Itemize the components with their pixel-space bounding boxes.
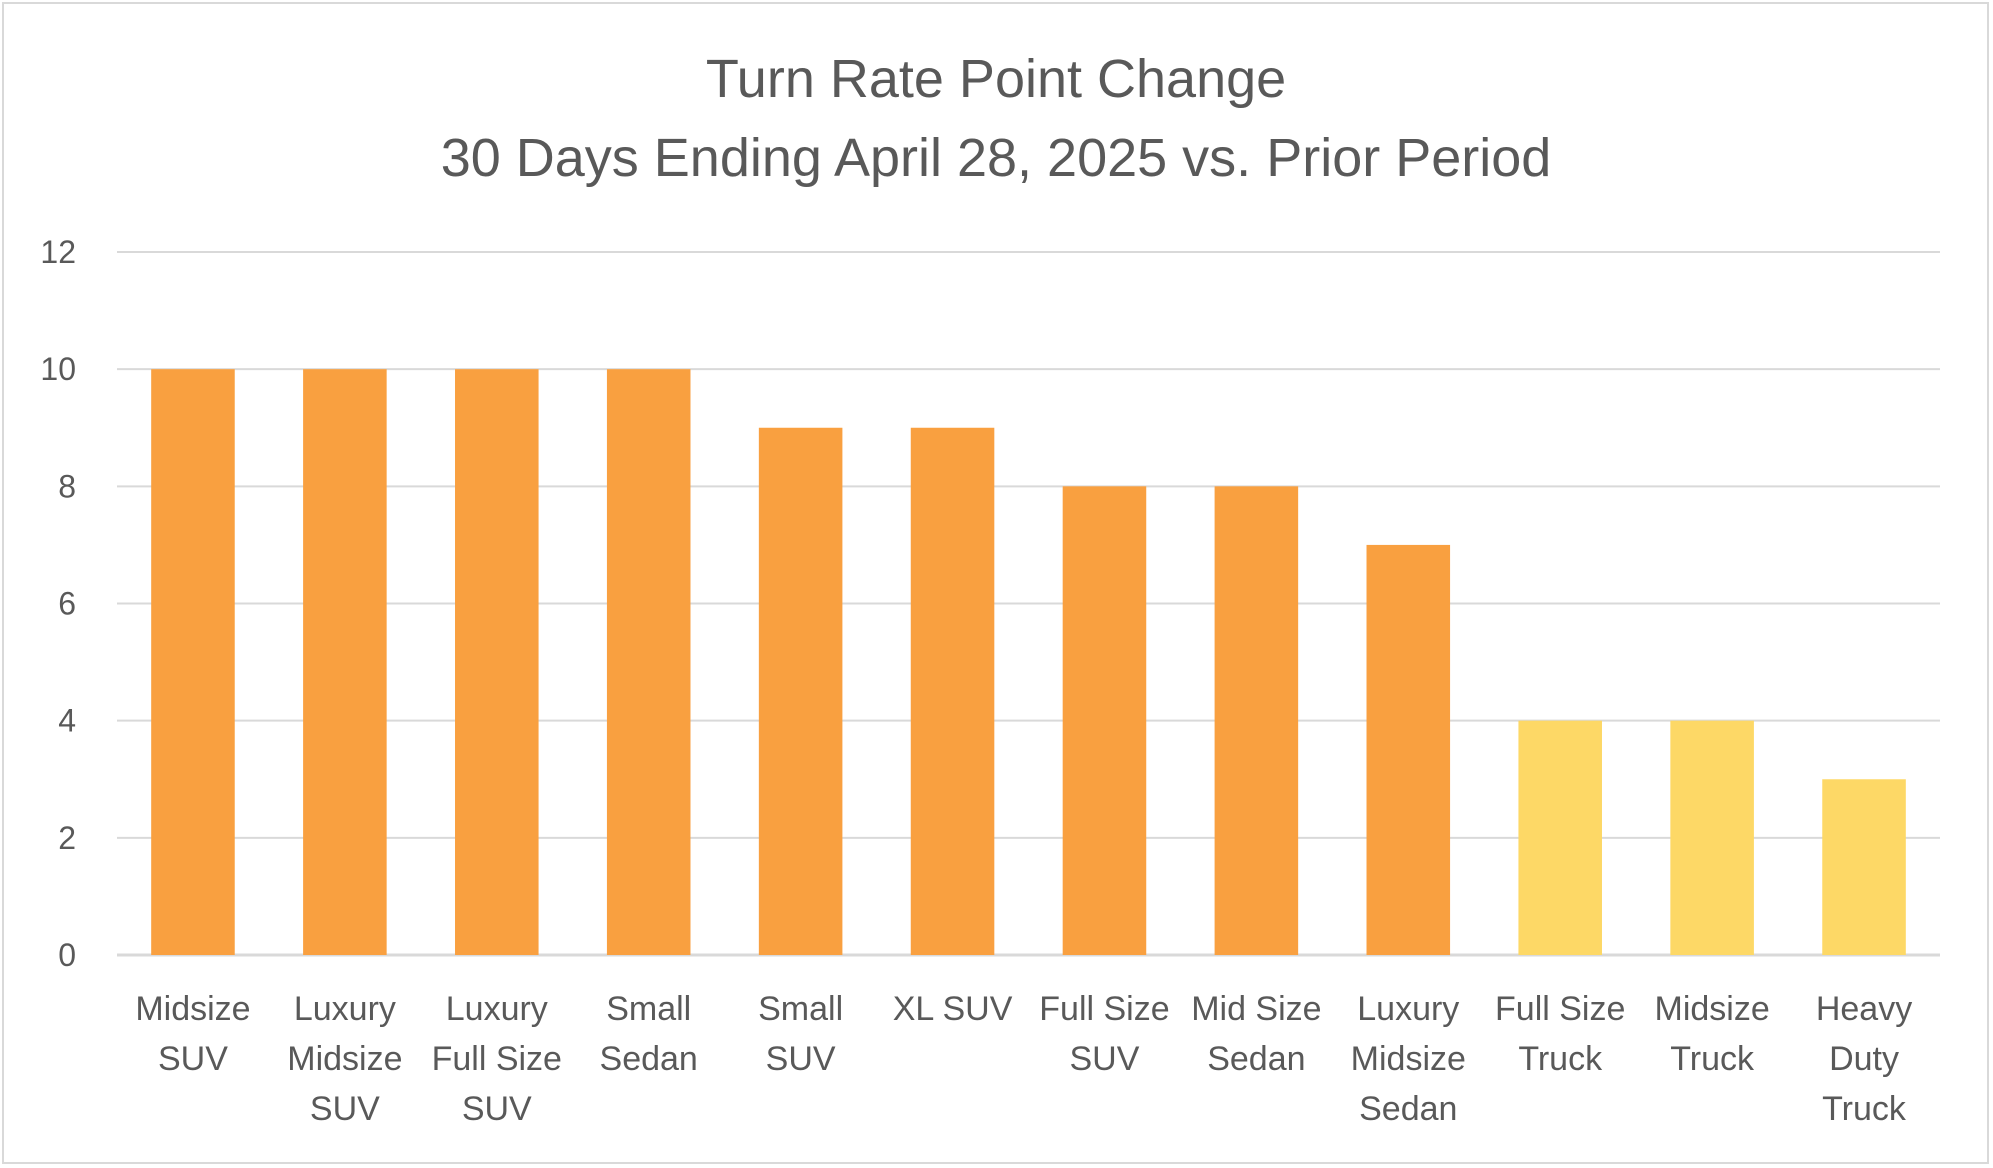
bar bbox=[1062, 486, 1147, 955]
x-tick-label: Full Size SUV bbox=[1039, 990, 1169, 1078]
x-tick-label-line: Truck bbox=[1670, 1040, 1755, 1078]
bar bbox=[1366, 544, 1451, 955]
x-tick-label-line: Full Size bbox=[432, 1040, 562, 1078]
x-tick-label: Luxury Midsize Sedan bbox=[1351, 990, 1466, 1128]
bar bbox=[758, 427, 843, 955]
x-tick-label: Small Sedan bbox=[600, 990, 698, 1078]
y-tick-label: 12 bbox=[40, 234, 76, 270]
x-tick-label: Full Size Truck bbox=[1495, 990, 1625, 1078]
x-tick-label-line: Sedan bbox=[1207, 1040, 1305, 1078]
x-tick-label: Luxury Full Size SUV bbox=[432, 990, 562, 1128]
x-tick-label-line: SUV bbox=[158, 1040, 228, 1078]
x-tick-label-line: Mid Size bbox=[1191, 990, 1321, 1028]
x-tick-label-line: Sedan bbox=[600, 1040, 698, 1078]
y-tick-label: 6 bbox=[58, 586, 76, 622]
x-tick-label-line: Midsize bbox=[287, 1040, 402, 1078]
x-tick-label: Luxury Midsize SUV bbox=[287, 990, 402, 1128]
bar bbox=[455, 369, 539, 956]
bar bbox=[151, 369, 235, 956]
bar bbox=[303, 369, 387, 956]
x-tick-label-line: Truck bbox=[1822, 1090, 1907, 1128]
bar bbox=[1670, 720, 1754, 955]
bar bbox=[1822, 779, 1906, 955]
x-tick-label: Heavy Duty Truck bbox=[1816, 990, 1912, 1128]
y-tick-label: 10 bbox=[40, 351, 76, 387]
x-tick-label-line: Full Size bbox=[1039, 990, 1169, 1028]
x-tick-label-line: Small bbox=[606, 990, 691, 1028]
x-tick-label-line: Duty bbox=[1829, 1040, 1899, 1078]
x-tick-label-line: SUV bbox=[310, 1090, 380, 1128]
bar bbox=[1214, 486, 1299, 955]
x-tick-label-line: Luxury bbox=[294, 990, 396, 1028]
bar bbox=[606, 369, 691, 956]
x-tick-label-line: Sedan bbox=[1359, 1090, 1457, 1128]
y-tick-label: 0 bbox=[58, 937, 76, 973]
x-tick-label-line: Midsize bbox=[1351, 1040, 1466, 1078]
x-tick-label-line: XL SUV bbox=[893, 990, 1013, 1028]
x-tick-label-line: SUV bbox=[1069, 1040, 1139, 1078]
x-tick-label-line: SUV bbox=[462, 1090, 532, 1128]
x-tick-label-line: Heavy bbox=[1816, 990, 1912, 1028]
y-tick-label: 4 bbox=[58, 703, 76, 739]
y-axis-ticks: 0 2 4 6 8 10 12 bbox=[40, 234, 76, 973]
chart-subtitle: 30 Days Ending April 28, 2025 vs. Prior … bbox=[441, 128, 1552, 188]
x-axis-labels: Midsize SUV Luxury Midsize SUV Luxury Full Siz… bbox=[135, 990, 1912, 1128]
x-tick-label: Small SUV bbox=[758, 990, 843, 1078]
x-tick-label: Midsize Truck bbox=[1655, 990, 1770, 1078]
x-tick-label-line: Truck bbox=[1518, 1040, 1603, 1078]
chart-title: Turn Rate Point Change bbox=[706, 49, 1286, 109]
y-tick-label: 8 bbox=[58, 468, 76, 504]
x-tick-label-line: Luxury bbox=[446, 990, 548, 1028]
x-tick-label-line: Midsize bbox=[1655, 990, 1770, 1028]
bar bbox=[1518, 720, 1602, 955]
y-tick-label: 2 bbox=[58, 820, 76, 856]
x-tick-label-line: Full Size bbox=[1495, 990, 1625, 1028]
gridlines bbox=[117, 251, 1940, 957]
bars bbox=[151, 369, 1906, 956]
x-tick-label-line: Luxury bbox=[1357, 990, 1459, 1028]
x-tick-label-line: SUV bbox=[766, 1040, 836, 1078]
x-tick-label: Mid Size Sedan bbox=[1191, 990, 1321, 1078]
x-tick-label-line: Midsize bbox=[135, 990, 250, 1028]
x-tick-label: Midsize SUV bbox=[135, 990, 250, 1078]
bar bbox=[910, 427, 995, 955]
x-tick-label: XL SUV bbox=[893, 990, 1013, 1028]
x-tick-label-line: Small bbox=[758, 990, 843, 1028]
